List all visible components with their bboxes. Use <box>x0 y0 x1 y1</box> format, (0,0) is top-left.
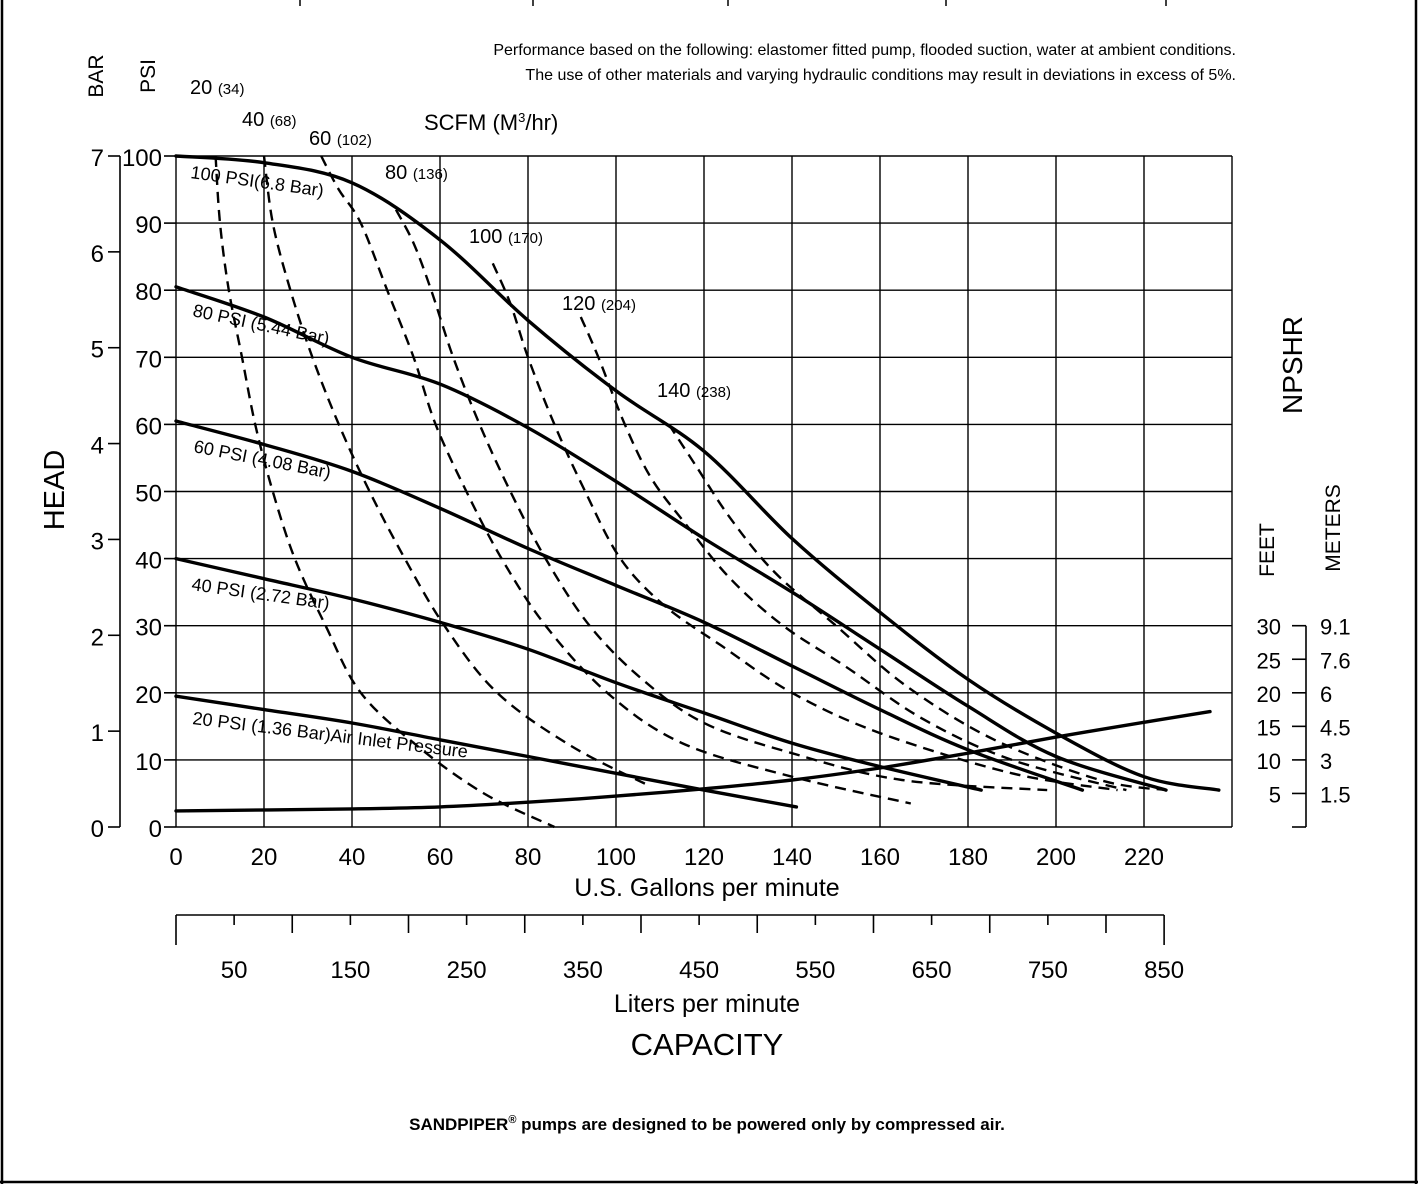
footer-text: pumps are designed to be powered only by… <box>516 1115 1004 1134</box>
gpm-tick-label: 100 <box>596 844 636 871</box>
air-pressure-curve-label: 80 PSI (5.44 Bar) <box>191 300 331 348</box>
psi-tick-label: 50 <box>135 481 162 508</box>
lpm-tick-label: 150 <box>330 957 370 984</box>
npshr-feet-tick-label: 25 <box>1257 648 1281 673</box>
psi-tick-label: 80 <box>135 279 162 306</box>
npshr-meters-tick-label: 9.1 <box>1320 615 1351 640</box>
bar-tick-label: 5 <box>91 337 104 364</box>
lpm-tick-label: 250 <box>447 957 487 984</box>
scfm-curve-label: 120 (204) <box>562 293 636 315</box>
gpm-tick-label: 120 <box>684 844 724 871</box>
scfm-curve <box>579 316 1127 792</box>
lpm-tick-label: 350 <box>563 957 603 984</box>
gpm-tick-label: 60 <box>427 844 454 871</box>
lpm-axis-title: Liters per minute <box>614 990 800 1018</box>
npshr-meters-label: METERS <box>1322 484 1345 572</box>
psi-tick-label: 40 <box>135 548 162 575</box>
air-pressure-curve <box>174 285 1168 792</box>
scfm-curve-label: 60 (102) <box>309 128 372 150</box>
air-pressure-curve-label: 20 PSI (1.36 Bar)Air Inlet Pressure <box>192 708 469 762</box>
npshr-curve <box>174 709 1212 813</box>
lpm-tick-label: 750 <box>1028 957 1068 984</box>
gpm-tick-label: 200 <box>1036 844 1076 871</box>
lpm-tick-label: 550 <box>795 957 835 984</box>
performance-curves <box>174 154 1221 829</box>
psi-tick-label: 70 <box>135 346 162 373</box>
scfm-curve-label: 80 (136) <box>385 162 448 184</box>
npshr-feet-tick-label: 20 <box>1257 682 1281 707</box>
npshr-feet-label: FEET <box>1256 523 1279 577</box>
gpm-axis: 0 20 40 60 80 100 120 140 160 180 200 220 <box>169 844 1164 871</box>
bar-tick-label: 4 <box>91 433 104 460</box>
psi-tick-label: 90 <box>135 212 162 239</box>
scfm-curve <box>214 155 555 829</box>
bar-tick-label: 7 <box>91 145 104 172</box>
scfm-curve <box>320 155 912 805</box>
lpm-tick-label: 50 <box>221 957 248 984</box>
scfm-label: SCFM (M3/hr) <box>424 110 558 135</box>
air-pressure-curve <box>174 419 1085 792</box>
npshr-feet-tick-label: 15 <box>1257 715 1281 740</box>
npshr-feet-tick-label: 5 <box>1269 782 1281 807</box>
gpm-tick-label: 80 <box>515 844 542 871</box>
npshr-meters-tick-label: 1.5 <box>1320 782 1351 807</box>
scfm-curve <box>394 209 1048 792</box>
head-axes: 0 10 20 30 40 50 60 70 80 90 100 0 1 2 3 4 5 6 7 <box>91 145 176 843</box>
npshr-meters-tick-label: 4.5 <box>1320 715 1351 740</box>
lpm-tick-label: 850 <box>1144 957 1184 984</box>
note-line-1: Performance based on the following: elas… <box>493 42 1236 59</box>
psi-tick-label: 100 <box>122 145 162 172</box>
scfm-curve-label: 100 (170) <box>469 226 543 248</box>
psi-tick-label: 20 <box>135 682 162 709</box>
scfm-curve-label: 140 (238) <box>657 380 731 402</box>
npshr-meters-tick-label: 3 <box>1320 749 1332 774</box>
bar-unit-label: BAR <box>85 54 108 97</box>
footer-brand: SANDPIPER <box>409 1115 508 1134</box>
scfm-curve <box>491 262 1118 792</box>
gpm-tick-label: 140 <box>772 844 812 871</box>
lpm-tick-label: 650 <box>912 957 952 984</box>
psi-tick-label: 0 <box>149 816 162 843</box>
scfm-curve-label: 20 (34) <box>190 77 245 99</box>
npshr-feet-tick-label: 10 <box>1257 749 1281 774</box>
bar-tick-label: 2 <box>91 624 104 651</box>
bar-tick-label: 3 <box>91 528 104 555</box>
psi-tick-label: 30 <box>135 615 162 642</box>
psi-unit-label: PSI <box>137 59 160 93</box>
footer-note: SANDPIPER® pumps are designed to be powe… <box>409 1114 1005 1134</box>
npshr-meters-tick-label: 7.6 <box>1320 648 1351 673</box>
bar-tick-label: 6 <box>91 241 104 268</box>
capacity-title: CAPACITY <box>631 1027 784 1062</box>
npshr-meters-tick-label: 6 <box>1320 682 1332 707</box>
lpm-axis: 50 150 250 350 450 550 650 750 850 <box>175 914 1184 984</box>
head-label: HEAD <box>39 450 71 531</box>
footer-registered-mark: ® <box>508 1114 516 1126</box>
gpm-tick-label: 40 <box>339 844 366 871</box>
npshr-feet-tick-label: 30 <box>1257 615 1281 640</box>
npshr-axis: 30 9.1 25 7.6 20 6 15 4.5 10 3 5 1.5 <box>1257 615 1351 828</box>
air-pressure-curve-label: 40 PSI (2.72 Bar) <box>190 574 331 613</box>
lpm-tick-label: 450 <box>679 957 719 984</box>
air-pressure-curve <box>174 556 983 792</box>
plot-grid <box>175 155 1233 828</box>
gpm-tick-label: 0 <box>169 844 182 871</box>
scfm-curve <box>262 155 652 788</box>
scfm-curve-label: 40 (68) <box>242 109 297 131</box>
gpm-axis-title: U.S. Gallons per minute <box>574 874 839 902</box>
bar-tick-label: 0 <box>91 816 104 843</box>
gpm-tick-label: 160 <box>860 844 900 871</box>
gpm-tick-label: 20 <box>251 844 278 871</box>
air-pressure-curve <box>174 154 1221 792</box>
scfm-curve <box>667 423 1167 792</box>
curve-labels: 100 PSI(6.8 Bar)80 PSI (5.44 Bar)60 PSI … <box>189 77 731 762</box>
npshr-label: NPSHR <box>1277 316 1308 414</box>
gpm-tick-label: 180 <box>948 844 988 871</box>
bar-tick-label: 1 <box>91 720 104 747</box>
psi-tick-label: 60 <box>135 413 162 440</box>
gpm-tick-label: 220 <box>1124 844 1164 871</box>
note-line-2: The use of other materials and varying h… <box>525 67 1236 84</box>
psi-tick-label: 10 <box>135 749 162 776</box>
